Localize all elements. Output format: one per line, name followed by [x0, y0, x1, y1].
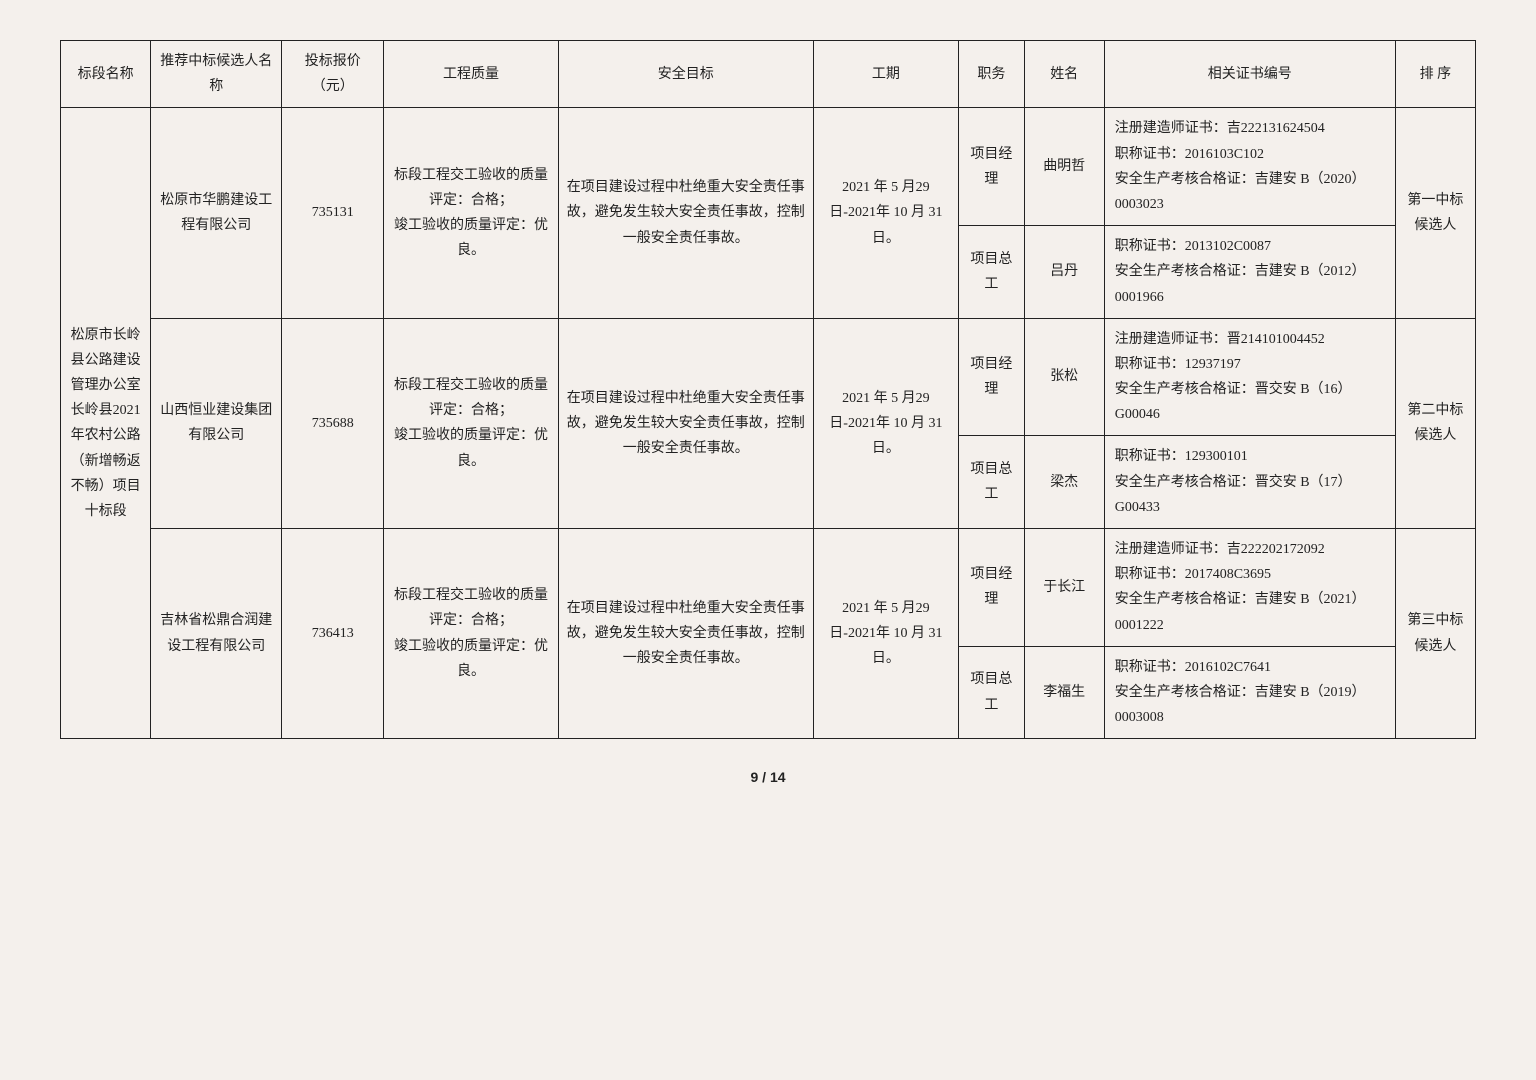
h-rank: 排 序: [1395, 41, 1475, 108]
role-cell: 项目经理: [959, 108, 1025, 226]
name-cell: 吕丹: [1024, 226, 1104, 319]
role-cell: 项目总工: [959, 226, 1025, 319]
h-role: 职务: [959, 41, 1025, 108]
cert-cell: 职称证书：129300101 安全生产考核合格证：晋交安 B（17）G00433: [1104, 436, 1395, 529]
table-row: 松原市长岭县公路建设管理办公室长岭县2021年农村公路（新增畅返不畅）项目十标段…: [61, 108, 1476, 226]
h-quality: 工程质量: [384, 41, 559, 108]
section-cell: 松原市长岭县公路建设管理办公室长岭县2021年农村公路（新增畅返不畅）项目十标段: [61, 108, 151, 739]
h-name: 姓名: [1024, 41, 1104, 108]
h-bidder: 推荐中标候选人名称: [151, 41, 282, 108]
role-cell: 项目总工: [959, 436, 1025, 529]
cert-cell: 注册建造师证书：吉222131624504 职称证书：2016103C102 安…: [1104, 108, 1395, 226]
period-cell: 2021 年 5 月29 日-2021年 10 月 31日。: [813, 108, 959, 318]
quality-cell: 标段工程交工验收的质量评定：合格； 竣工验收的质量评定：优良。: [384, 529, 559, 739]
period-cell: 2021 年 5 月29 日-2021年 10 月 31日。: [813, 529, 959, 739]
price-cell: 735688: [282, 318, 384, 528]
name-cell: 曲明哲: [1024, 108, 1104, 226]
name-cell: 李福生: [1024, 646, 1104, 739]
table-row: 吉林省松鼎合润建设工程有限公司736413标段工程交工验收的质量评定：合格； 竣…: [61, 529, 1476, 647]
header-row: 标段名称 推荐中标候选人名称 投标报价（元） 工程质量 安全目标 工期 职务 姓…: [61, 41, 1476, 108]
bid-table: 标段名称 推荐中标候选人名称 投标报价（元） 工程质量 安全目标 工期 职务 姓…: [60, 40, 1476, 739]
bidder-cell: 松原市华鹏建设工程有限公司: [151, 108, 282, 318]
table-body: 松原市长岭县公路建设管理办公室长岭县2021年农村公路（新增畅返不畅）项目十标段…: [61, 108, 1476, 739]
bidder-cell: 山西恒业建设集团有限公司: [151, 318, 282, 528]
quality-cell: 标段工程交工验收的质量评定：合格； 竣工验收的质量评定：优良。: [384, 108, 559, 318]
role-cell: 项目经理: [959, 529, 1025, 647]
safety-cell: 在项目建设过程中杜绝重大安全责任事故，避免发生较大安全责任事故，控制一般安全责任…: [558, 318, 813, 528]
safety-cell: 在项目建设过程中杜绝重大安全责任事故，避免发生较大安全责任事故，控制一般安全责任…: [558, 108, 813, 318]
safety-cell: 在项目建设过程中杜绝重大安全责任事故，避免发生较大安全责任事故，控制一般安全责任…: [558, 529, 813, 739]
name-cell: 梁杰: [1024, 436, 1104, 529]
h-safety: 安全目标: [558, 41, 813, 108]
name-cell: 张松: [1024, 318, 1104, 436]
price-cell: 736413: [282, 529, 384, 739]
page-footer: 9 / 14: [60, 769, 1476, 785]
rank-cell: 第一中标候选人: [1395, 108, 1475, 318]
quality-cell: 标段工程交工验收的质量评定：合格； 竣工验收的质量评定：优良。: [384, 318, 559, 528]
price-cell: 735131: [282, 108, 384, 318]
h-section: 标段名称: [61, 41, 151, 108]
table-row: 山西恒业建设集团有限公司735688标段工程交工验收的质量评定：合格； 竣工验收…: [61, 318, 1476, 436]
h-price: 投标报价（元）: [282, 41, 384, 108]
cert-cell: 注册建造师证书：晋214101004452 职称证书：12937197 安全生产…: [1104, 318, 1395, 436]
bidder-cell: 吉林省松鼎合润建设工程有限公司: [151, 529, 282, 739]
rank-cell: 第三中标候选人: [1395, 529, 1475, 739]
cert-cell: 注册建造师证书：吉222202172092 职称证书：2017408C3695 …: [1104, 529, 1395, 647]
role-cell: 项目总工: [959, 646, 1025, 739]
role-cell: 项目经理: [959, 318, 1025, 436]
period-cell: 2021 年 5 月29 日-2021年 10 月 31日。: [813, 318, 959, 528]
rank-cell: 第二中标候选人: [1395, 318, 1475, 528]
cert-cell: 职称证书：2016102C7641 安全生产考核合格证：吉建安 B（2019）0…: [1104, 646, 1395, 739]
h-period: 工期: [813, 41, 959, 108]
h-cert: 相关证书编号: [1104, 41, 1395, 108]
name-cell: 于长江: [1024, 529, 1104, 647]
cert-cell: 职称证书：2013102C0087 安全生产考核合格证：吉建安 B（2012）0…: [1104, 226, 1395, 319]
